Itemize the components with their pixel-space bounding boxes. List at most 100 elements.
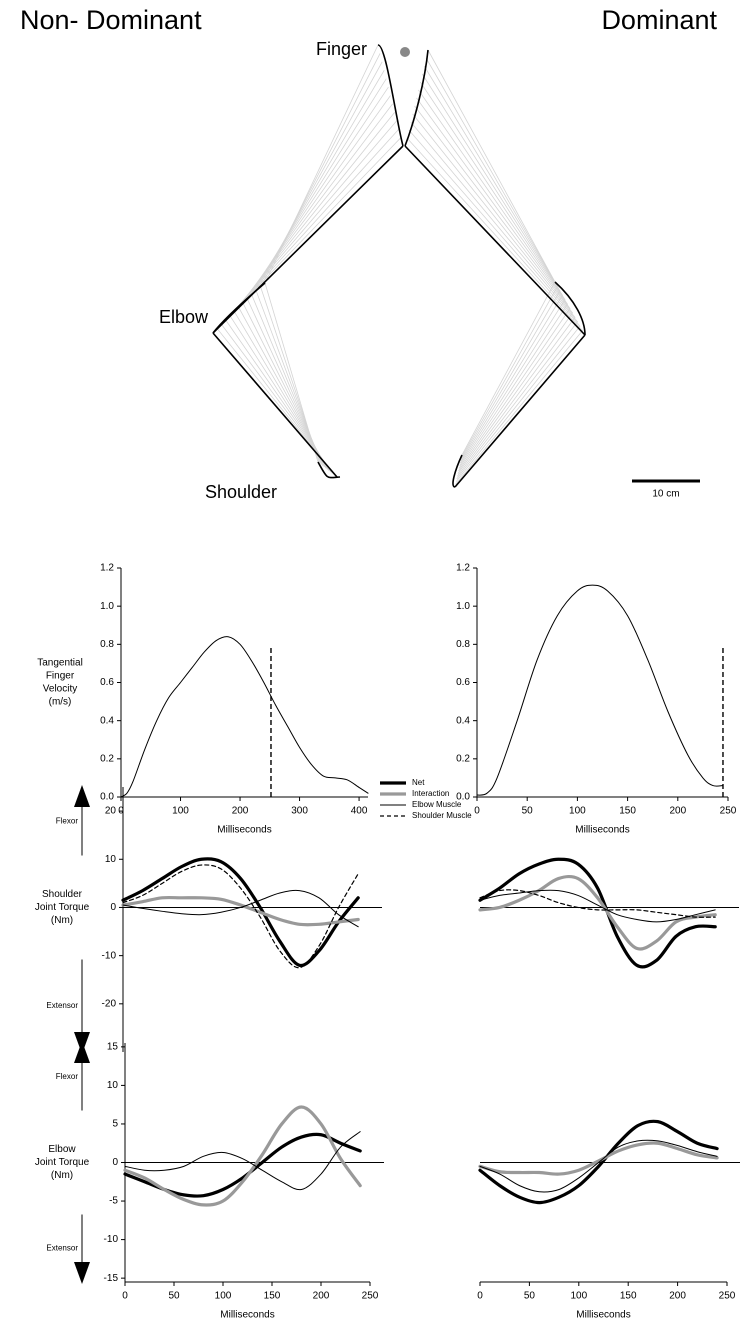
arrow-head — [74, 1041, 90, 1063]
x-tick-label: 250 — [719, 1291, 736, 1302]
y-tick-label: 0.4 — [100, 715, 114, 726]
arrow-head — [74, 1262, 90, 1284]
y-tick-label: 20 — [105, 806, 117, 817]
legend-label: Net — [412, 778, 425, 787]
x-tick-label: 100 — [570, 1291, 587, 1302]
x-tick-label: 150 — [620, 1291, 637, 1302]
series-line — [125, 1107, 360, 1205]
elbow-label: Elbow — [159, 307, 209, 327]
title-left: Non- Dominant — [20, 5, 202, 35]
y-tick-label: 1.0 — [100, 601, 114, 612]
figure: Non- Dominant Dominant Finger Elbow Shou… — [0, 0, 741, 1334]
y-tick-label: 5 — [112, 1119, 118, 1130]
y-tick-label: 10 — [107, 1080, 119, 1091]
title-right: Dominant — [601, 5, 717, 35]
x-tick-label: 300 — [291, 806, 308, 817]
y-axis-label: Elbow — [48, 1144, 76, 1155]
arm-trace — [405, 146, 585, 487]
y-tick-label: -10 — [102, 950, 117, 961]
y-tick-label: -10 — [104, 1234, 119, 1245]
annotation: Extensor — [46, 1001, 78, 1010]
arm-trace — [426, 58, 557, 458]
x-tick-label: 50 — [522, 806, 534, 817]
x-tick-label: 0 — [122, 1291, 128, 1302]
arm-trace — [424, 66, 560, 460]
x-tick-label: 150 — [619, 806, 636, 817]
x-tick-label: 250 — [720, 806, 737, 817]
x-tick-label: 0 — [477, 1291, 483, 1302]
scale-label: 10 cm — [652, 489, 679, 500]
x-axis-label: Milliseconds — [576, 1310, 630, 1321]
x-tick-label: 150 — [264, 1291, 281, 1302]
y-tick-label: 0.6 — [456, 677, 470, 688]
y-axis-label: (Nm) — [51, 1170, 73, 1181]
x-tick-label: 50 — [524, 1291, 536, 1302]
arm-path — [455, 335, 585, 487]
finger-label: Finger — [316, 39, 367, 59]
y-tick-label: 0.6 — [100, 677, 114, 688]
legend-label: Shoulder Muscle — [412, 811, 472, 820]
series-line — [480, 1143, 717, 1174]
arrow-head — [74, 785, 90, 807]
series-line — [123, 890, 358, 926]
series-line — [480, 859, 715, 967]
y-tick-label: 10 — [105, 854, 117, 865]
x-tick-label: 200 — [669, 806, 686, 817]
x-axis-label: Milliseconds — [575, 825, 629, 836]
annotation: Flexor — [56, 816, 79, 825]
annotation: Flexor — [56, 1072, 79, 1081]
arm-trace — [420, 82, 565, 466]
arm-path — [378, 45, 403, 146]
x-tick-label: 50 — [168, 1291, 180, 1302]
x-tick-label: 250 — [362, 1291, 379, 1302]
arm-diagram — [213, 45, 585, 487]
y-tick-label: -5 — [109, 1196, 118, 1207]
x-tick-label: 200 — [313, 1291, 330, 1302]
arm-trace — [265, 45, 378, 462]
x-tick-label: 100 — [172, 806, 189, 817]
y-tick-label: 1.0 — [456, 601, 470, 612]
y-tick-label: 0 — [112, 1157, 118, 1168]
arm-path — [213, 333, 337, 477]
y-tick-label: 0.8 — [100, 639, 114, 650]
y-axis-label: (Nm) — [51, 915, 73, 926]
x-axis-label: Milliseconds — [217, 825, 271, 836]
y-axis-label: Finger — [46, 671, 75, 682]
legend-label: Elbow Muscle — [412, 800, 462, 809]
x-tick-label: 200 — [232, 806, 249, 817]
y-axis-label: (m/s) — [49, 697, 72, 708]
legend-label: Interaction — [412, 789, 449, 798]
x-tick-label: 100 — [215, 1291, 232, 1302]
series-line — [123, 859, 358, 966]
y-axis-label: Shoulder — [42, 889, 83, 900]
series-line — [477, 585, 723, 795]
y-tick-label: 0.2 — [100, 753, 114, 764]
arm-trace — [417, 98, 571, 471]
arm-trace — [418, 90, 567, 468]
y-tick-label: -20 — [102, 998, 117, 1009]
x-axis-label: Milliseconds — [220, 1310, 274, 1321]
arm-trace — [226, 121, 397, 474]
shoulder-label: Shoulder — [205, 482, 277, 502]
arm-trace — [407, 138, 583, 484]
arm-path — [213, 146, 403, 333]
y-axis-label: Velocity — [43, 684, 77, 695]
target-dot — [400, 47, 410, 57]
arm-trace — [261, 53, 380, 463]
y-tick-label: 0.4 — [456, 715, 470, 726]
y-axis-label: Joint Torque — [35, 902, 90, 913]
y-tick-label: 0.8 — [456, 639, 470, 650]
arm-trace — [422, 74, 562, 463]
x-tick-label: 100 — [569, 806, 586, 817]
y-axis-label: Tangential — [37, 658, 83, 669]
annotation: Extensor — [46, 1243, 78, 1252]
series-line — [480, 890, 715, 922]
y-tick-label: -15 — [104, 1273, 119, 1284]
arm-path — [405, 146, 585, 335]
y-tick-label: 0.0 — [100, 792, 114, 803]
y-tick-label: 15 — [107, 1041, 119, 1052]
x-tick-label: 200 — [669, 1291, 686, 1302]
y-tick-label: 1.2 — [456, 563, 470, 574]
y-tick-label: 1.2 — [100, 563, 114, 574]
arm-trace — [428, 50, 555, 455]
